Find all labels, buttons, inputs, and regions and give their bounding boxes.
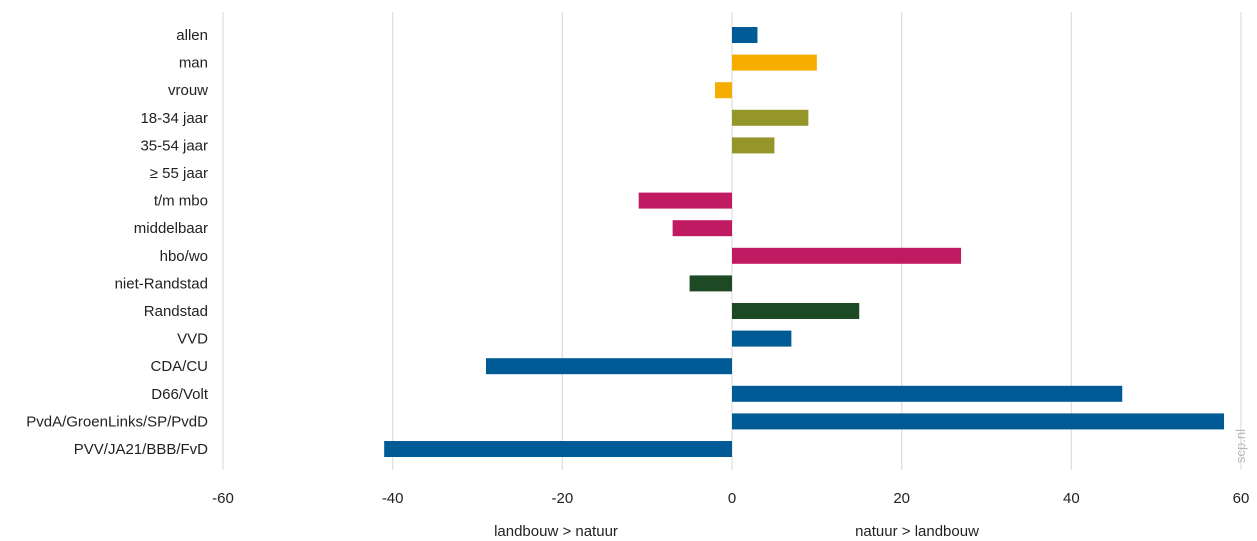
category-label: niet-Randstad bbox=[115, 275, 208, 292]
bars bbox=[384, 27, 1225, 457]
x-tick-label: -60 bbox=[212, 490, 234, 507]
bar bbox=[638, 192, 732, 209]
x-tick-label: -20 bbox=[551, 490, 573, 507]
bar bbox=[732, 247, 962, 264]
bar bbox=[732, 413, 1225, 430]
bar bbox=[732, 109, 809, 126]
category-labels: allen man vrouw 18-34 jaar 35-54 jaar ≥ 55 ja… bbox=[26, 27, 209, 458]
category-label: vrouw bbox=[168, 82, 208, 99]
direction-label-negative: landbouw > natuur bbox=[494, 523, 618, 540]
direction-label-positive: natuur > landbouw bbox=[855, 523, 979, 540]
bar bbox=[732, 137, 775, 154]
category-label: PVV/JA21/BBB/FvD bbox=[74, 441, 208, 458]
x-tick-label: 60 bbox=[1233, 490, 1250, 507]
bar bbox=[732, 54, 817, 71]
bar bbox=[732, 385, 1123, 402]
category-label: Randstad bbox=[144, 303, 208, 320]
x-tick-label: -40 bbox=[382, 490, 404, 507]
bar bbox=[485, 358, 732, 375]
category-label: 35-54 jaar bbox=[140, 137, 208, 154]
category-label: t/m mbo bbox=[154, 193, 208, 210]
category-label: hbo/wo bbox=[160, 248, 208, 265]
bar bbox=[672, 220, 732, 237]
x-tick-label: 40 bbox=[1063, 490, 1080, 507]
category-label: PvdA/GroenLinks/SP/PvdD bbox=[26, 413, 208, 430]
category-label: CDA/CU bbox=[150, 358, 208, 375]
bar bbox=[732, 303, 860, 319]
category-label: ≥ 55 jaar bbox=[150, 165, 208, 182]
x-tick-label: 0 bbox=[728, 490, 736, 507]
category-label: D66/Volt bbox=[151, 386, 209, 403]
bar bbox=[384, 441, 732, 457]
x-tick-labels: -60 -40 -20 0 20 40 60 bbox=[212, 490, 1249, 507]
category-label: man bbox=[179, 55, 208, 72]
bar bbox=[732, 27, 758, 43]
bar bbox=[689, 275, 732, 292]
bar bbox=[715, 82, 732, 99]
category-label: middelbaar bbox=[134, 220, 208, 237]
bar bbox=[732, 330, 792, 347]
category-label: 18-34 jaar bbox=[140, 110, 208, 127]
watermark: scp.nl bbox=[1233, 429, 1248, 463]
category-label: allen bbox=[176, 27, 208, 44]
x-tick-label: 20 bbox=[893, 490, 910, 507]
category-label: VVD bbox=[177, 331, 208, 348]
